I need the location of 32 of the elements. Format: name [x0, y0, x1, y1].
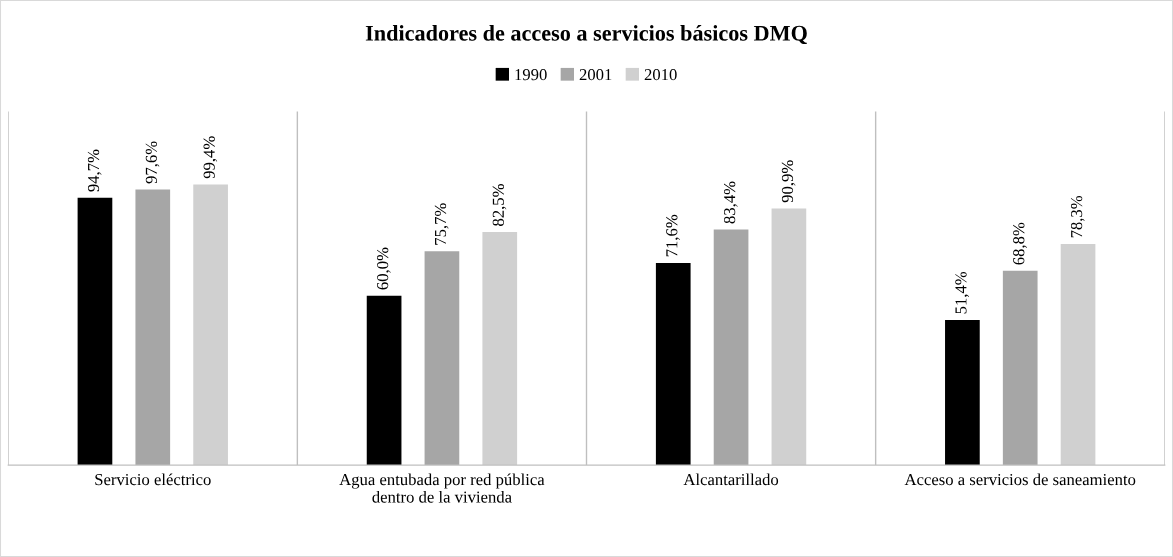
- bar: [135, 189, 171, 466]
- data-label: 97,6%: [145, 141, 160, 184]
- chart-title: Indicadores de acceso a servicios básicos DMQ: [365, 25, 807, 45]
- bar: [482, 232, 518, 466]
- legend-label: 1990: [515, 69, 547, 81]
- bar: [771, 208, 807, 466]
- data-label: 83,4%: [724, 181, 738, 224]
- data-label: 71,6%: [666, 214, 680, 257]
- bar: [77, 197, 113, 466]
- data-label: 78,3%: [1070, 195, 1085, 238]
- legend-label: 2001: [579, 69, 612, 81]
- data-label: 99,4%: [203, 136, 218, 179]
- x-tick-label: Alcantarillado: [683, 473, 779, 486]
- x-tick-label: Servicio eléctrico: [95, 473, 211, 486]
- bar: [655, 262, 691, 466]
- data-label: 82,5%: [492, 184, 507, 226]
- bar: [945, 319, 980, 466]
- bar: [1060, 243, 1096, 466]
- bar: [193, 184, 228, 466]
- data-label: 60,0%: [377, 247, 391, 290]
- data-label: 94,7%: [87, 149, 102, 192]
- bar: [1002, 270, 1038, 466]
- x-tick-label: Agua entubada por red pública dentro de la vivienda: [339, 473, 545, 503]
- bar: [713, 229, 749, 466]
- legend-label: 2010: [644, 69, 677, 81]
- data-label: 68,8%: [1013, 222, 1027, 265]
- bar: [424, 251, 460, 466]
- data-label: 51,4%: [955, 271, 969, 314]
- bar: [366, 295, 402, 466]
- data-label: 90,9%: [781, 160, 796, 203]
- x-tick-label: Acceso a servicios de saneamiento: [904, 473, 1136, 486]
- data-label: 75,7%: [434, 203, 449, 245]
